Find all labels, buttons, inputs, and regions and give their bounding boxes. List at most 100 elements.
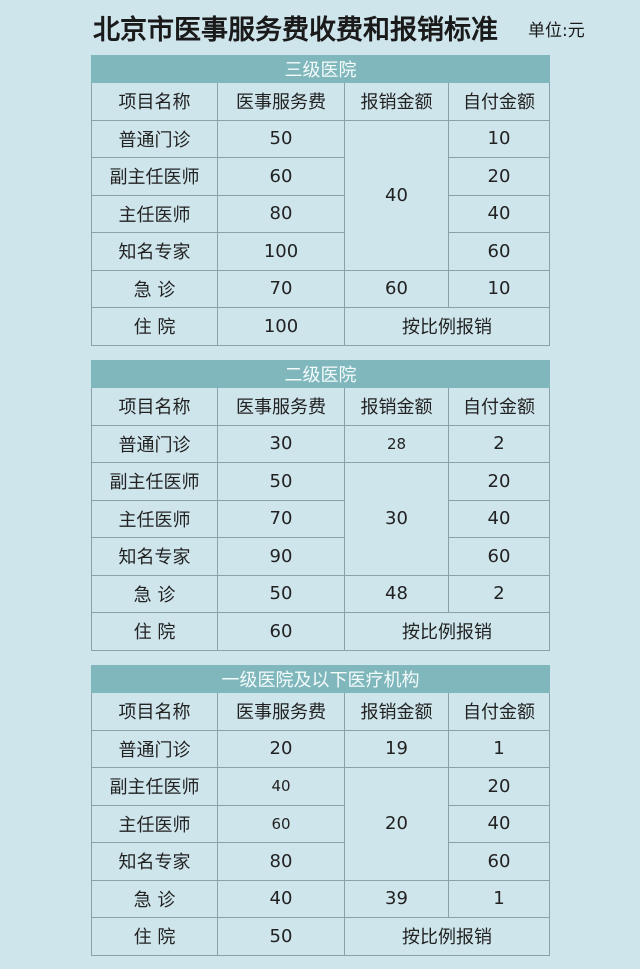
item-cell: 急 诊 [91,574,218,613]
fee-cell: 80 [217,194,345,233]
table-title: 一级医院及以下医疗机构 [91,665,550,693]
table-row: 主任医师 60 40 [91,804,550,843]
fee-cell: 50 [217,917,345,956]
fee-cell: 50 [217,462,345,501]
table-row: 普通门诊 50 40 10 [91,119,550,271]
self-cell: 1 [448,879,550,918]
table-row: 知名专家 100 60 [91,232,550,271]
table-row: 急 诊 50 48 2 [91,574,550,613]
self-cell: 2 [448,574,550,613]
table-row: 知名专家 90 60 [91,537,550,576]
reimb-cell: 20 [344,767,449,881]
item-cell: 普通门诊 [91,119,218,158]
table-row: 普通门诊 30 28 2 [91,424,550,463]
item-cell: 知名专家 [91,537,218,576]
column-header: 项目名称 [91,387,218,426]
item-cell: 住 院 [91,917,218,956]
item-cell: 主任医师 [91,499,218,538]
fee-cell: 60 [217,157,345,196]
table-row: 急 诊 70 60 10 [91,269,550,308]
reimb-cell: 48 [344,574,449,613]
reimb-cell: 39 [344,879,449,918]
header-row: 项目名称 医事服务费 报销金额 自付金额 [91,82,550,121]
self-cell: 2 [448,424,550,463]
table-row: 住 院 60 按比例报销 [91,612,550,651]
self-cell: 40 [448,804,550,843]
fee-cell: 60 [217,612,345,651]
self-cell: 60 [448,232,550,271]
column-header: 医事服务费 [217,387,345,426]
fee-cell: 60 [217,804,345,843]
item-cell: 副主任医师 [91,767,218,806]
tertiary-hospital-table: 三级医院 项目名称 医事服务费 报销金额 自付金额 普通门诊 50 40 10 副主任… [91,55,550,346]
column-header: 自付金额 [448,82,550,121]
primary-institution-table: 一级医院及以下医疗机构 项目名称 医事服务费 报销金额 自付金额 普通门诊 20 1… [91,665,550,956]
column-header: 医事服务费 [217,692,345,731]
table-row: 副主任医师 60 20 [91,157,550,196]
column-header: 医事服务费 [217,82,345,121]
page-title: 北京市医事服务费收费和报销标准 [93,15,498,46]
table-row: 主任医师 80 40 [91,194,550,233]
table-title: 二级医院 [91,360,550,388]
unit-label: 单位:元 [528,21,585,41]
item-cell: 主任医师 [91,804,218,843]
item-cell: 住 院 [91,612,218,651]
self-cell: 60 [448,537,550,576]
table-row: 知名专家 80 60 [91,842,550,881]
fee-cell: 100 [217,232,345,271]
table-row: 住 院 50 按比例报销 [91,917,550,956]
self-cell: 40 [448,499,550,538]
column-header: 报销金额 [344,692,449,731]
item-cell: 副主任医师 [91,462,218,501]
item-cell: 住 院 [91,307,218,346]
fee-cell: 90 [217,537,345,576]
self-cell: 60 [448,842,550,881]
item-cell: 主任医师 [91,194,218,233]
header-row: 项目名称 医事服务费 报销金额 自付金额 [91,387,550,426]
table-row: 主任医师 70 40 [91,499,550,538]
column-header: 项目名称 [91,82,218,121]
fee-cell: 70 [217,269,345,308]
header-row: 项目名称 医事服务费 报销金额 自付金额 [91,692,550,731]
self-cell: 10 [448,119,550,158]
self-cell: 10 [448,269,550,308]
item-cell: 知名专家 [91,232,218,271]
column-header: 自付金额 [448,692,550,731]
column-header: 自付金额 [448,387,550,426]
fee-cell: 40 [217,767,345,806]
item-cell: 急 诊 [91,269,218,308]
fee-cell: 80 [217,842,345,881]
reimb-cell: 按比例报销 [344,612,550,651]
self-cell: 20 [448,767,550,806]
table-title: 三级医院 [91,55,550,83]
column-header: 项目名称 [91,692,218,731]
fee-cell: 40 [217,879,345,918]
self-cell: 20 [448,462,550,501]
self-cell: 1 [448,729,550,768]
fee-cell: 20 [217,729,345,768]
secondary-hospital-table: 二级医院 项目名称 医事服务费 报销金额 自付金额 普通门诊 30 28 2 副主任医… [91,360,550,651]
table-row: 副主任医师 40 20 20 [91,767,550,881]
column-header: 报销金额 [344,82,449,121]
reimb-cell: 按比例报销 [344,917,550,956]
reimb-cell: 30 [344,462,449,576]
fee-cell: 70 [217,499,345,538]
reimb-cell: 60 [344,269,449,308]
table-row: 住 院 100 按比例报销 [91,307,550,346]
fee-cell: 50 [217,574,345,613]
table-row: 普通门诊 20 19 1 [91,729,550,768]
item-cell: 知名专家 [91,842,218,881]
item-cell: 副主任医师 [91,157,218,196]
reimb-cell: 按比例报销 [344,307,550,346]
column-header: 报销金额 [344,387,449,426]
table-row: 副主任医师 50 30 20 [91,462,550,576]
reimb-cell: 40 [344,119,449,271]
item-cell: 普通门诊 [91,729,218,768]
table-row: 急 诊 40 39 1 [91,879,550,918]
item-cell: 急 诊 [91,879,218,918]
self-cell: 40 [448,194,550,233]
self-cell: 20 [448,157,550,196]
fee-cell: 30 [217,424,345,463]
item-cell: 普通门诊 [91,424,218,463]
fee-cell: 100 [217,307,345,346]
